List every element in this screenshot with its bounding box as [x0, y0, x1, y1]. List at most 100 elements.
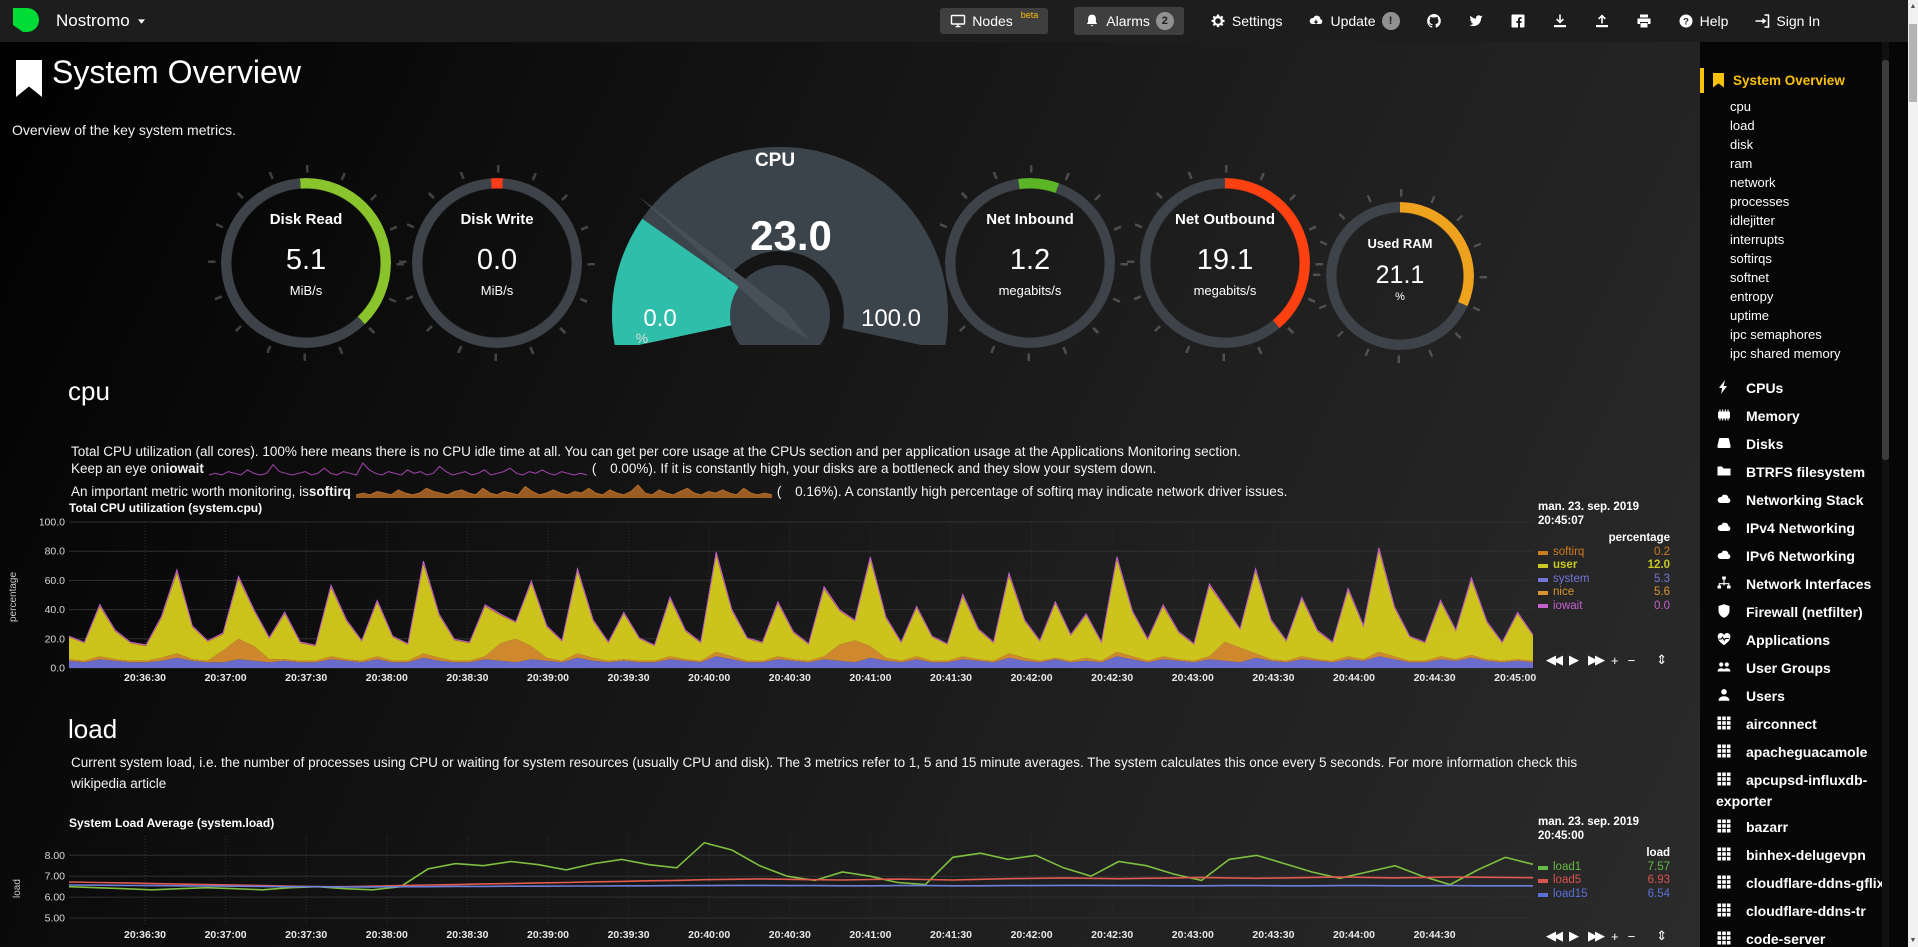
update-label: Update — [1330, 13, 1376, 29]
sidebar-item-apacheguacamole[interactable]: apacheguacamole — [1716, 739, 1896, 767]
download-icon[interactable] — [1552, 13, 1568, 29]
sign-in-icon — [1755, 14, 1770, 28]
pan-left-button[interactable]: ◀◀ — [1546, 928, 1563, 943]
svg-text:20:38:00: 20:38:00 — [366, 929, 408, 941]
settings-button[interactable]: Settings — [1210, 13, 1282, 29]
legend-label: softirq — [1553, 546, 1585, 558]
pan-right-button[interactable]: ▶▶ — [1588, 652, 1605, 667]
sidebar-subitem-ram[interactable]: ram — [1730, 156, 1753, 171]
sidebar-subitem-softnet[interactable]: softnet — [1730, 270, 1770, 285]
disk-read-gauge[interactable]: Disk Read 5.1 MiB/s — [208, 165, 404, 361]
sidebar-item-code-server[interactable]: code-server — [1716, 926, 1896, 947]
sidebar-item-firewall-netfilter[interactable]: Firewall (netfilter) — [1716, 599, 1896, 627]
sidebar-item-networking-stack[interactable]: Networking Stack — [1716, 487, 1896, 515]
legend-row-load1[interactable]: load1 7.57 — [1538, 861, 1670, 874]
used-ram-gauge[interactable]: Used RAM 21.1 % — [1313, 189, 1487, 363]
svg-text:20:38:30: 20:38:30 — [446, 672, 488, 684]
svg-text:20:44:00: 20:44:00 — [1333, 672, 1375, 684]
grid-icon — [1716, 930, 1746, 947]
legend-row-nice[interactable]: nice 5.6 — [1538, 586, 1670, 599]
scroll-up-arrow[interactable]: ▲ — [1909, 3, 1917, 10]
sidebar-item-ipv4-networking[interactable]: IPv4 Networking — [1716, 515, 1896, 543]
play-button[interactable]: ▶ — [1569, 652, 1579, 667]
pan-left-button[interactable]: ◀◀ — [1546, 652, 1563, 667]
load-chart-plot[interactable]: 8.00 7.00 6.00 5.00 20:36:30 20:37:00 20:37:30… — [40, 830, 1560, 947]
sidebar-item-cloudflare-ddns-tr[interactable]: cloudflare-ddns-tr — [1716, 898, 1896, 926]
pan-right-button[interactable]: ▶▶ — [1588, 928, 1605, 943]
alarms-button[interactable]: Alarms 2 — [1074, 7, 1184, 35]
net-outbound-gauge[interactable]: Net Outbound 19.1 megabits/s — [1127, 165, 1323, 361]
sidebar-item-user-groups[interactable]: User Groups — [1716, 655, 1896, 683]
sidebar-item-memory[interactable]: Memory — [1716, 403, 1896, 431]
legend-row-load15[interactable]: load15 6.54 — [1538, 888, 1670, 901]
legend-row-iowait[interactable]: iowait 0.0 — [1538, 600, 1670, 613]
sidebar-subitem-cpu[interactable]: cpu — [1730, 99, 1751, 114]
wikipedia-link[interactable]: wikipedia article — [71, 776, 167, 791]
cpu-gauge-chart[interactable]: CPU 23.0 0.0 100.0 % — [595, 130, 965, 345]
sidebar-subitem-network[interactable]: network — [1730, 175, 1776, 190]
svg-text:0.0: 0.0 — [50, 663, 65, 675]
print-icon[interactable] — [1636, 13, 1652, 29]
sidebar-scrollbar[interactable] — [1882, 42, 1889, 947]
svg-text:20:41:30: 20:41:30 — [930, 672, 972, 684]
sidebar-item-airconnect[interactable]: airconnect — [1716, 711, 1896, 739]
grid-icon — [1716, 771, 1746, 792]
sidebar-item-binhex-delugevpn[interactable]: binhex-delugevpn — [1716, 842, 1896, 870]
resize-handle[interactable]: ⇕ — [1656, 928, 1668, 943]
disk-write-gauge[interactable]: Disk Write 0.0 MiB/s — [399, 165, 595, 361]
twitter-icon[interactable] — [1468, 13, 1484, 29]
sidebar-subitem-softirqs[interactable]: softirqs — [1730, 251, 1772, 266]
sidebar-item-cloudflare-ddns-gflix[interactable]: cloudflare-ddns-gflix — [1716, 870, 1896, 898]
upload-icon[interactable] — [1594, 13, 1610, 29]
sidebar-item-applications[interactable]: Applications — [1716, 627, 1896, 655]
sidebar-subitem-disk[interactable]: disk — [1730, 137, 1754, 152]
update-button[interactable]: Update ! — [1308, 12, 1400, 30]
legend-row-softirq[interactable]: softirq 0.2 — [1538, 546, 1670, 559]
sidebar-item-system-overview[interactable]: System Overview — [1700, 68, 1908, 93]
legend-row-system[interactable]: system 5.3 — [1538, 573, 1670, 586]
grid-icon — [1716, 846, 1746, 867]
page-title: System Overview — [52, 54, 301, 90]
sidebar-item-network-interfaces[interactable]: Network Interfaces — [1716, 571, 1896, 599]
github-icon[interactable] — [1426, 13, 1442, 29]
netdata-logo-icon[interactable] — [10, 5, 42, 37]
cpu-chart-plot[interactable]: 100.0 80.0 60.0 40.0 20.0 0.0 20:36:30 20:37:00… — [40, 516, 1560, 688]
sidebar-subitem-interrupts[interactable]: interrupts — [1730, 232, 1785, 247]
zoom-out-button[interactable]: − — [1627, 652, 1636, 668]
sidebar-item-btrfs-filesystem[interactable]: BTRFS filesystem — [1716, 459, 1896, 487]
play-button[interactable]: ▶ — [1569, 928, 1579, 943]
scroll-down-arrow[interactable]: ▼ — [1909, 937, 1917, 944]
sidebar-item-cpus[interactable]: CPUs — [1716, 375, 1896, 403]
sidebar-item-disks[interactable]: Disks — [1716, 431, 1896, 459]
sidebar-item-users[interactable]: Users — [1716, 683, 1896, 711]
bookmark-icon — [1713, 73, 1724, 88]
net-inbound-gauge[interactable]: Net Inbound 1.2 megabits/s — [932, 165, 1128, 361]
bookmark-icon — [16, 60, 42, 97]
sidebar-subitem-processes[interactable]: processes — [1730, 194, 1790, 209]
sidebar-scrollbar-thumb[interactable] — [1882, 60, 1889, 460]
browser-scrollbar[interactable]: ▲ ▼ — [1908, 0, 1918, 947]
zoom-out-button[interactable]: − — [1627, 928, 1636, 944]
sidebar-subitem-idlejitter[interactable]: idlejitter — [1730, 213, 1775, 228]
nodes-button[interactable]: Nodes beta — [940, 8, 1049, 34]
sidebar-item-apcupsd-influxdb-exporter[interactable]: apcupsd-influxdb-exporter — [1716, 767, 1896, 814]
browser-scrollbar-thumb[interactable] — [1909, 24, 1917, 102]
sidebar-item-bazarr[interactable]: bazarr — [1716, 814, 1896, 842]
legend-row-load5[interactable]: load5 6.93 — [1538, 874, 1670, 887]
hostname-dropdown[interactable]: Nostromo — [56, 0, 146, 42]
facebook-icon[interactable] — [1510, 13, 1526, 29]
resize-handle[interactable]: ⇕ — [1656, 652, 1668, 667]
zoom-in-button[interactable]: + — [1611, 652, 1619, 668]
legend-swatch — [1538, 879, 1548, 884]
sidebar-subitem-ipc-semaphores[interactable]: ipc semaphores — [1730, 327, 1822, 342]
legend-swatch — [1538, 550, 1548, 555]
zoom-in-button[interactable]: + — [1611, 928, 1619, 944]
sidebar-item-ipv6-networking[interactable]: IPv6 Networking — [1716, 543, 1896, 571]
legend-row-user[interactable]: user 12.0 — [1538, 559, 1670, 572]
sidebar-subitem-ipc-shared-memory[interactable]: ipc shared memory — [1730, 346, 1841, 361]
signin-button[interactable]: Sign In — [1754, 13, 1820, 29]
sidebar-subitem-entropy[interactable]: entropy — [1730, 289, 1774, 304]
sidebar-subitem-load[interactable]: load — [1730, 118, 1755, 133]
sidebar-subitem-uptime[interactable]: uptime — [1730, 308, 1770, 323]
help-button[interactable]: ? Help — [1678, 13, 1728, 29]
